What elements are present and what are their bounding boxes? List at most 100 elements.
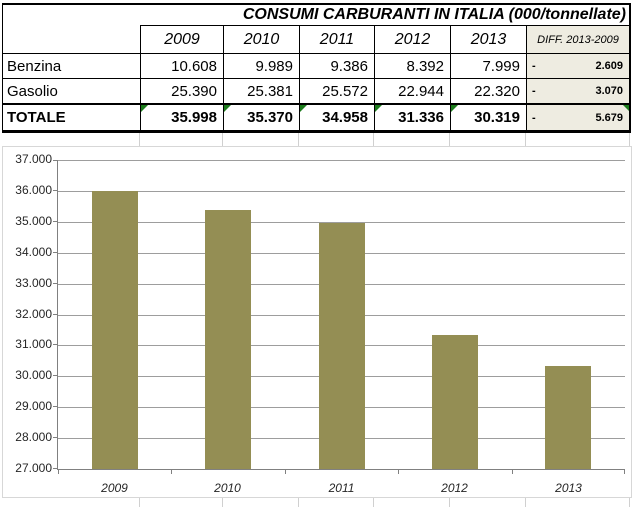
y-axis-tick: [53, 160, 58, 161]
y-axis-tick-label: 27.000: [15, 461, 52, 475]
cell-benzina-2013[interactable]: 7.999: [450, 54, 526, 79]
cell-gasolio-2011[interactable]: 25.572: [299, 79, 374, 105]
cell-benzina-2009[interactable]: 10.608: [140, 54, 223, 79]
x-axis-tick: [285, 469, 286, 474]
y-axis-tick-label: 32.000: [15, 307, 52, 321]
sheet-gridline: [449, 133, 450, 146]
sheet-gridline: [139, 498, 140, 507]
bar-2012[interactable]: [432, 335, 478, 469]
chart-gridline: [58, 191, 625, 192]
diff-sign: -: [532, 85, 536, 97]
sheet-gridline: [449, 498, 450, 507]
diff-column-header[interactable]: DIFF. 2013-2009: [526, 26, 629, 54]
chart-gridline: [58, 222, 625, 223]
sheet-gridline: [629, 133, 630, 146]
y-axis-tick-label: 31.000: [15, 337, 52, 351]
fuel-consumption-chart[interactable]: 37.000 36.000 35.000 34.000 33.000 32.000 31.0…: [2, 146, 632, 498]
y-axis-tick-label: 34.000: [15, 245, 52, 259]
diff-number: 5.679: [595, 111, 623, 124]
cell-benzina-diff[interactable]: - 2.609: [526, 54, 629, 79]
error-indicator-icon: [451, 105, 458, 112]
y-axis-tick: [53, 283, 58, 284]
x-axis-tick: [398, 469, 399, 474]
diff-sign: -: [532, 111, 536, 124]
sheet-gridline: [629, 498, 630, 507]
x-axis-label-2013: 2013: [555, 481, 582, 495]
y-axis-tick-label: 29.000: [15, 399, 52, 413]
error-indicator-icon: [623, 105, 629, 111]
x-axis-tick: [624, 469, 625, 474]
cell-benzina-2010[interactable]: 9.989: [223, 54, 299, 79]
sheet-gridline: [373, 498, 374, 507]
x-axis-label-2010: 2010: [214, 481, 241, 495]
cell-benzina-2012[interactable]: 8.392: [374, 54, 450, 79]
year-header-2013[interactable]: 2013: [450, 26, 526, 54]
y-axis-tick: [53, 437, 58, 438]
y-axis-tick-label: 33.000: [15, 276, 52, 290]
cell-gasolio-2012[interactable]: 22.944: [374, 79, 450, 105]
chart-plot-area[interactable]: 37.000 36.000 35.000 34.000 33.000 32.000 31.0…: [15, 152, 625, 495]
y-axis-tick: [53, 406, 58, 407]
cell-totale-2010[interactable]: 35.370: [223, 105, 299, 130]
y-axis-tick: [53, 468, 58, 469]
sheet-gridline: [298, 498, 299, 507]
y-axis-tick-label: 36.000: [15, 183, 52, 197]
y-axis-tick-label: 28.000: [15, 430, 52, 444]
sheet-gridline: [373, 133, 374, 146]
row-label-totale[interactable]: TOTALE: [7, 109, 66, 126]
bar-2010[interactable]: [205, 210, 251, 469]
header-row-empty-cell[interactable]: [3, 26, 140, 54]
y-axis-tick: [53, 375, 58, 376]
y-axis-tick: [53, 252, 58, 253]
sheet-gridline: [139, 133, 140, 146]
y-axis-tick-label: 30.000: [15, 368, 52, 382]
bar-2009[interactable]: [92, 191, 138, 469]
error-indicator-icon: [141, 105, 148, 112]
sheet-gridline: [525, 498, 526, 507]
y-axis-tick: [53, 221, 58, 222]
table-title[interactable]: CONSUMI CARBURANTI IN ITALIA (000/tonnel…: [140, 5, 629, 26]
diff-sign: -: [532, 60, 536, 72]
cell-value: 30.319: [474, 109, 520, 126]
y-axis-tick: [53, 314, 58, 315]
cell-gasolio-2013[interactable]: 22.320: [450, 79, 526, 105]
y-axis-tick-label: 37.000: [15, 152, 52, 166]
cell-totale-2009[interactable]: 35.998: [140, 105, 223, 130]
year-header-2012[interactable]: 2012: [374, 26, 450, 54]
year-header-2009[interactable]: 2009: [140, 26, 223, 54]
chart-gridline: [58, 160, 625, 161]
error-indicator-icon: [224, 105, 231, 112]
row-label-gasolio[interactable]: Gasolio: [3, 79, 140, 105]
x-axis-tick: [512, 469, 513, 474]
bar-2011[interactable]: [319, 223, 365, 469]
x-axis-tick: [58, 469, 59, 474]
error-indicator-icon: [300, 105, 307, 112]
x-axis-label-2011: 2011: [328, 481, 355, 495]
cell-benzina-2011[interactable]: 9.386: [299, 54, 374, 79]
year-header-2010[interactable]: 2010: [223, 26, 299, 54]
sheet-gridline: [298, 133, 299, 146]
cell-gasolio-2010[interactable]: 25.381: [223, 79, 299, 105]
title-row-empty-cell[interactable]: [3, 5, 140, 26]
fuel-consumption-table: CONSUMI CARBURANTI IN ITALIA (000/tonnel…: [2, 3, 631, 133]
cell-totale-2012[interactable]: 31.336: [374, 105, 450, 130]
cell-gasolio-2009[interactable]: 25.390: [140, 79, 223, 105]
cell-value: 35.998: [171, 109, 217, 126]
x-axis-label-2012: 2012: [441, 481, 468, 495]
diff-number: 3.070: [595, 85, 623, 97]
year-header-2011[interactable]: 2011: [299, 26, 374, 54]
cell-value: 34.958: [322, 109, 368, 126]
cell-totale-2011[interactable]: 34.958: [299, 105, 374, 130]
cell-totale-diff[interactable]: - 5.679: [526, 105, 629, 130]
cell-value: 35.370: [247, 109, 293, 126]
cell-gasolio-diff[interactable]: - 3.070: [526, 79, 629, 105]
x-axis-label-2009: 2009: [101, 481, 128, 495]
cell-totale-2013[interactable]: 30.319: [450, 105, 526, 130]
y-axis-tick: [53, 190, 58, 191]
sheet-gridline: [222, 498, 223, 507]
row-label-benzina[interactable]: Benzina: [3, 54, 140, 79]
sheet-gridline: [222, 133, 223, 146]
bar-2013[interactable]: [545, 366, 591, 469]
error-indicator-icon: [375, 105, 382, 112]
